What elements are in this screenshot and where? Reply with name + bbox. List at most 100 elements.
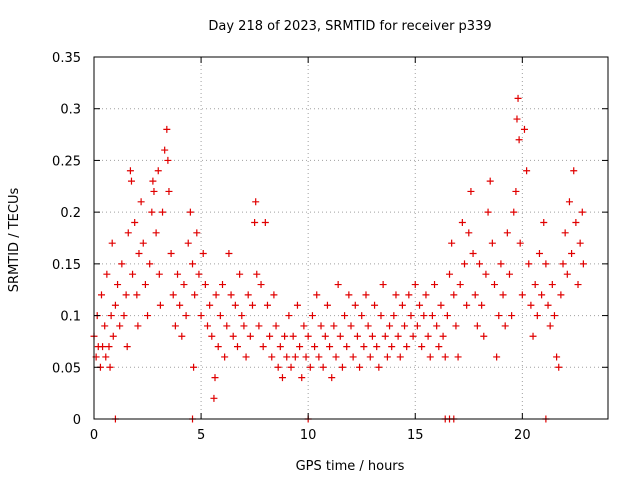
data-point [103, 270, 111, 278]
y-tick-label: 0 [73, 413, 81, 428]
data-point [251, 218, 259, 226]
data-point [360, 343, 368, 351]
data-point [229, 332, 237, 340]
data-point [171, 322, 179, 330]
data-point [302, 353, 310, 361]
data-point [129, 270, 137, 278]
data-point [512, 187, 520, 195]
y-tick-label: 0.2 [60, 206, 81, 221]
data-point [373, 343, 381, 351]
data-point [283, 353, 291, 361]
data-point [493, 353, 501, 361]
data-point [242, 353, 250, 361]
data-point [555, 363, 563, 371]
data-point [515, 136, 523, 144]
data-point [576, 239, 584, 247]
data-point [204, 322, 212, 330]
data-point [105, 343, 113, 351]
data-point [495, 312, 503, 320]
data-point [155, 270, 163, 278]
data-point [508, 312, 516, 320]
data-point [152, 229, 160, 237]
data-point [520, 125, 528, 133]
data-point [274, 363, 282, 371]
data-point [572, 218, 580, 226]
data-point [300, 322, 308, 330]
data-point [424, 332, 432, 340]
data-point [463, 301, 471, 309]
data-point [484, 208, 492, 216]
data-point [293, 301, 301, 309]
data-point [124, 229, 132, 237]
data-point [261, 218, 269, 226]
data-point [163, 125, 171, 133]
data-point [199, 250, 207, 258]
data-point [223, 322, 231, 330]
data-point [336, 332, 344, 340]
x-tick-label: 0 [90, 428, 98, 443]
data-point [409, 332, 417, 340]
data-point [437, 301, 445, 309]
data-point [211, 374, 219, 382]
data-point [450, 291, 458, 299]
data-point [467, 187, 475, 195]
data-point [319, 363, 327, 371]
data-point [133, 291, 141, 299]
data-point [317, 322, 325, 330]
data-point [156, 301, 164, 309]
data-point [150, 187, 158, 195]
data-point [446, 270, 454, 278]
data-point [563, 270, 571, 278]
data-point [548, 281, 556, 289]
data-point [422, 291, 430, 299]
data-point [518, 291, 526, 299]
data-point [99, 343, 107, 351]
x-tick-label: 10 [300, 428, 317, 443]
data-point [371, 301, 379, 309]
data-point [278, 374, 286, 382]
data-point [476, 260, 483, 268]
data-point [184, 239, 192, 247]
x-axis-label: GPS time / hours [296, 459, 405, 474]
data-point [306, 363, 314, 371]
data-point [368, 332, 376, 340]
data-point [252, 198, 260, 206]
data-point [341, 312, 349, 320]
data-point [441, 353, 449, 361]
data-point [366, 353, 374, 361]
data-point [544, 301, 552, 309]
data-point [219, 281, 226, 289]
data-point [216, 312, 224, 320]
data-point [490, 281, 498, 289]
y-tick-label: 0.3 [60, 103, 81, 118]
data-point [332, 353, 340, 361]
data-point [535, 250, 543, 258]
data-point [426, 353, 434, 361]
data-point [403, 343, 411, 351]
chart-title: Day 218 of 2023, SRMTID for receiver p33… [208, 19, 491, 34]
data-point [473, 322, 481, 330]
data-point [488, 239, 496, 247]
data-point [139, 239, 147, 247]
data-point [174, 270, 182, 278]
data-point [527, 301, 535, 309]
data-point [351, 301, 359, 309]
data-point [244, 291, 252, 299]
data-point [182, 312, 190, 320]
data-point [116, 322, 124, 330]
data-point [315, 353, 323, 361]
data-point [135, 250, 143, 258]
data-point [127, 177, 135, 185]
data-point [407, 312, 415, 320]
data-point [240, 322, 248, 330]
data-point [377, 312, 385, 320]
y-tick-label: 0.35 [52, 51, 81, 66]
data-point [108, 239, 116, 247]
data-point [313, 291, 321, 299]
data-point [114, 281, 122, 289]
data-point [383, 353, 391, 361]
y-tick-label: 0.25 [52, 154, 81, 169]
data-point [398, 301, 406, 309]
data-point [248, 301, 256, 309]
data-point [180, 281, 188, 289]
